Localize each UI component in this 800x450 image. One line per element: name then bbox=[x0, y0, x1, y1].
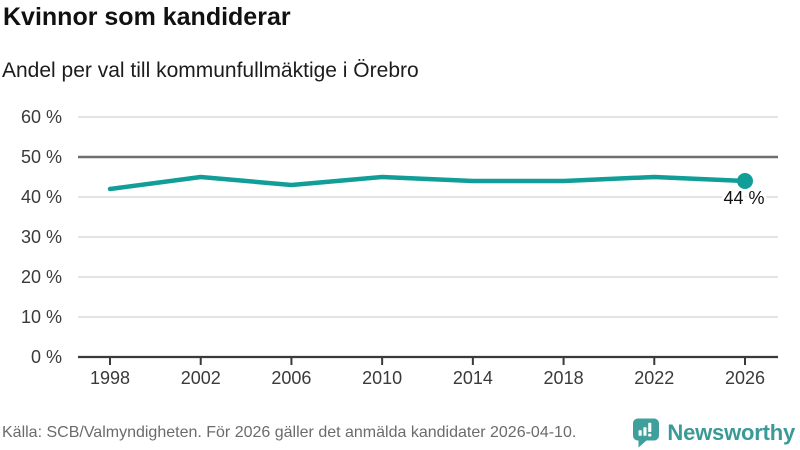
y-tick-label: 30 % bbox=[21, 227, 62, 247]
x-tick-label: 2018 bbox=[544, 368, 584, 388]
x-tick-label: 2002 bbox=[181, 368, 221, 388]
y-tick-label: 50 % bbox=[21, 147, 62, 167]
footer: Källa: SCB/Valmyndigheten. För 2026 gäll… bbox=[0, 416, 800, 450]
y-tick-label: 0 % bbox=[31, 347, 62, 367]
x-tick-label: 1998 bbox=[90, 368, 130, 388]
newsworthy-logo-text: Newsworthy bbox=[667, 420, 795, 445]
y-tick-label: 40 % bbox=[21, 187, 62, 207]
page-title: Kvinnor som kandiderar bbox=[3, 3, 291, 31]
y-tick-label: 10 % bbox=[21, 307, 62, 327]
x-tick-label: 2006 bbox=[271, 368, 311, 388]
x-tick-label: 2026 bbox=[725, 368, 765, 388]
y-tick-label: 60 % bbox=[21, 107, 62, 127]
source-text: Källa: SCB/Valmyndigheten. För 2026 gäll… bbox=[2, 424, 577, 441]
x-tick-label: 2010 bbox=[362, 368, 402, 388]
data-line bbox=[107, 174, 748, 192]
y-tick-label: 20 % bbox=[21, 267, 62, 287]
last-value-annotation: 44 % bbox=[723, 188, 764, 208]
newsworthy-logo-icon bbox=[633, 418, 660, 448]
newsworthy-logo[interactable]: Newsworthy bbox=[632, 418, 795, 448]
last-data-point-marker bbox=[737, 173, 753, 189]
page-subtitle: Andel per val till kommunfullmäktige i Ö… bbox=[2, 59, 419, 82]
x-tick-label: 2022 bbox=[634, 368, 674, 388]
line-chart: 0 % 10 % 20 % 30 % 40 % 50 % 60 % 1998 2002 2006 2… bbox=[21, 107, 778, 388]
x-tick-label: 2014 bbox=[453, 368, 493, 388]
